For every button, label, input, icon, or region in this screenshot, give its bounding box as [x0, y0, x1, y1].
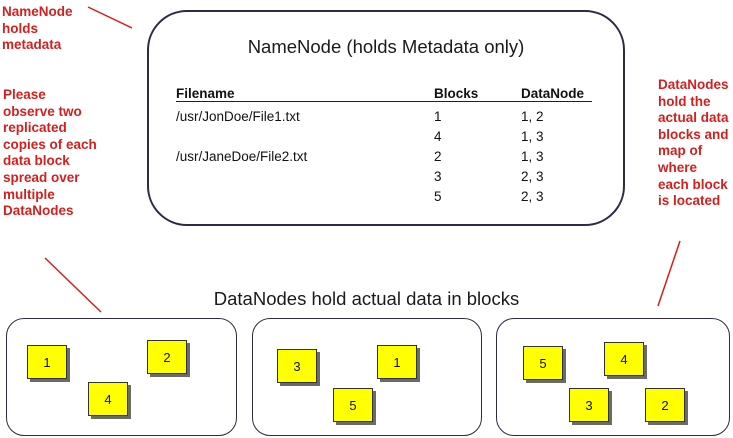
data-block: 3	[569, 388, 609, 422]
datanode-3-box: 5 4 3 2	[496, 318, 730, 436]
data-block: 3	[277, 349, 317, 383]
datanode-header: DataNode	[521, 86, 585, 101]
namenode-box: NameNode (holds Metadata only) Filename …	[147, 10, 625, 226]
row-datanodes: 2, 3	[521, 189, 544, 204]
row-block: 1	[434, 109, 442, 124]
data-block: 2	[645, 388, 685, 422]
data-block: 4	[88, 382, 128, 416]
data-block: 5	[523, 346, 563, 380]
datanode-1-box: 1 2 4	[6, 318, 237, 436]
replication-annotation: Please observe two replicated copies of …	[3, 87, 97, 219]
namenode-annotation: NameNode holds metadata	[2, 4, 73, 53]
table-header-rule	[176, 101, 592, 102]
row-filename: /usr/JaneDoe/File2.txt	[176, 149, 308, 164]
row-block: 5	[434, 189, 442, 204]
filename-header: Filename	[176, 86, 235, 101]
datanodes-pointer-line	[657, 240, 681, 307]
data-block: 4	[604, 342, 644, 376]
datanodes-caption: DataNodes hold actual data in blocks	[213, 288, 520, 309]
row-datanodes: 1, 3	[521, 149, 544, 164]
datanodes-annotation: DataNodes hold the actual data blocks an…	[658, 77, 729, 209]
row-datanodes: 1, 3	[521, 129, 544, 144]
blocks-header: Blocks	[434, 86, 479, 101]
row-filename: /usr/JonDoe/File1.txt	[176, 109, 300, 124]
replication-pointer-line	[44, 257, 102, 313]
data-block: 2	[147, 340, 187, 374]
row-block: 2	[434, 149, 442, 164]
row-datanodes: 1, 2	[521, 109, 544, 124]
datanode-2-box: 3 1 5	[252, 318, 482, 436]
namenode-title: NameNode (holds Metadata only)	[247, 36, 525, 57]
row-datanodes: 2, 3	[521, 169, 544, 184]
namenode-pointer-line	[87, 6, 133, 29]
data-block: 1	[27, 345, 67, 379]
data-block: 1	[377, 345, 417, 379]
data-block: 5	[333, 388, 373, 422]
row-block: 3	[434, 169, 442, 184]
row-block: 4	[434, 129, 442, 144]
